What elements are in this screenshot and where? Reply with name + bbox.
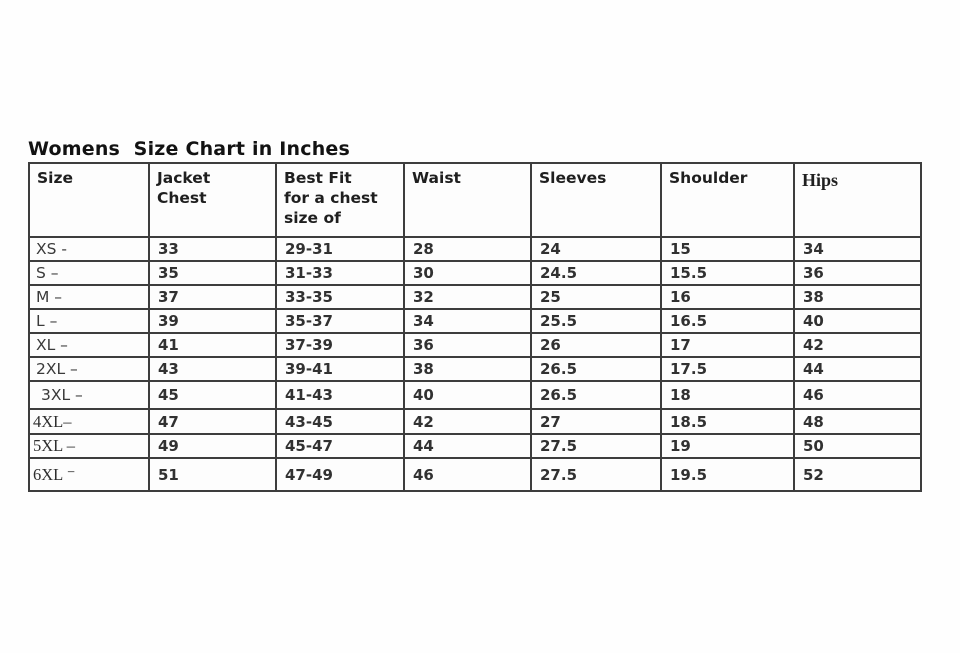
cell-sleeves: 27.5 bbox=[530, 457, 662, 492]
cell-size: S – bbox=[28, 260, 150, 286]
cell-jacket-chest: 37 bbox=[148, 284, 277, 310]
cell-hips: 34 bbox=[793, 236, 922, 262]
col-header-sleeves: Sleeves bbox=[530, 162, 662, 238]
cell-jacket-chest: 45 bbox=[148, 380, 277, 410]
table-row-s: S – 35 31-33 30 24.5 15.5 36 bbox=[28, 260, 922, 286]
cell-best-fit: 35-37 bbox=[275, 308, 405, 334]
col-header-jacket-chest: Jacket Chest bbox=[148, 162, 277, 238]
cell-size: XL – bbox=[28, 332, 150, 358]
table-row-2xl: 2XL – 43 39-41 38 26.5 17.5 44 bbox=[28, 356, 922, 382]
cell-hips: 44 bbox=[793, 356, 922, 382]
cell-shoulder: 15.5 bbox=[660, 260, 795, 286]
cell-waist: 34 bbox=[403, 308, 532, 334]
cell-hips: 48 bbox=[793, 408, 922, 435]
cell-shoulder: 19.5 bbox=[660, 457, 795, 492]
cell-best-fit: 29-31 bbox=[275, 236, 405, 262]
cell-waist: 40 bbox=[403, 380, 532, 410]
table-row-m: M – 37 33-35 32 25 16 38 bbox=[28, 284, 922, 310]
table-row-3xl: 3XL – 45 41-43 40 26.5 18 46 bbox=[28, 380, 922, 410]
cell-waist: 38 bbox=[403, 356, 532, 382]
col-header-waist-label: Waist bbox=[412, 169, 461, 187]
cell-sleeves: 27.5 bbox=[530, 433, 662, 459]
cell-shoulder: 18.5 bbox=[660, 408, 795, 435]
col-header-size: Size bbox=[28, 162, 150, 238]
cell-sleeves: 26 bbox=[530, 332, 662, 358]
cell-sleeves: 26.5 bbox=[530, 356, 662, 382]
cell-hips: 50 bbox=[793, 433, 922, 459]
cell-jacket-chest: 35 bbox=[148, 260, 277, 286]
cell-best-fit: 41-43 bbox=[275, 380, 405, 410]
cell-size: 2XL – bbox=[28, 356, 150, 382]
page-title: Womens Size Chart in Inches bbox=[28, 138, 351, 160]
cell-waist: 30 bbox=[403, 260, 532, 286]
cell-size: 5XL – bbox=[28, 433, 150, 459]
table-row-6xl: 6XL ⁻ 51 47-49 46 27.5 19.5 52 bbox=[28, 457, 922, 492]
cell-hips: 42 bbox=[793, 332, 922, 358]
col-header-sleeves-label: Sleeves bbox=[539, 169, 607, 187]
cell-best-fit: 33-35 bbox=[275, 284, 405, 310]
cell-shoulder: 17 bbox=[660, 332, 795, 358]
cell-waist: 42 bbox=[403, 408, 532, 435]
cell-best-fit: 43-45 bbox=[275, 408, 405, 435]
cell-size: M – bbox=[28, 284, 150, 310]
cell-jacket-chest: 39 bbox=[148, 308, 277, 334]
cell-shoulder: 18 bbox=[660, 380, 795, 410]
col-header-size-label: Size bbox=[37, 169, 74, 187]
cell-size: 4XL– bbox=[28, 408, 150, 435]
table-row-l: L – 39 35-37 34 25.5 16.5 40 bbox=[28, 308, 922, 334]
header-row: Size Jacket Chest Best Fit for a chest s… bbox=[28, 162, 922, 238]
cell-waist: 46 bbox=[403, 457, 532, 492]
col-header-hips-label: Hips bbox=[802, 170, 839, 190]
col-header-best-fit-label: Best Fit for a chest size of bbox=[284, 169, 378, 227]
cell-sleeves: 25.5 bbox=[530, 308, 662, 334]
table-row-5xl: 5XL – 49 45-47 44 27.5 19 50 bbox=[28, 433, 922, 459]
cell-sleeves: 25 bbox=[530, 284, 662, 310]
cell-jacket-chest: 51 bbox=[148, 457, 277, 492]
cell-sleeves: 27 bbox=[530, 408, 662, 435]
cell-sleeves: 24.5 bbox=[530, 260, 662, 286]
cell-shoulder: 16 bbox=[660, 284, 795, 310]
size-chart-table: Size Jacket Chest Best Fit for a chest s… bbox=[28, 162, 922, 492]
cell-waist: 32 bbox=[403, 284, 532, 310]
col-header-jacket-chest-label: Jacket Chest bbox=[157, 169, 211, 207]
cell-waist: 28 bbox=[403, 236, 532, 262]
cell-waist: 36 bbox=[403, 332, 532, 358]
cell-best-fit: 31-33 bbox=[275, 260, 405, 286]
cell-jacket-chest: 47 bbox=[148, 408, 277, 435]
cell-shoulder: 19 bbox=[660, 433, 795, 459]
col-header-shoulder: Shoulder bbox=[660, 162, 795, 238]
cell-best-fit: 37-39 bbox=[275, 332, 405, 358]
cell-sleeves: 26.5 bbox=[530, 380, 662, 410]
cell-shoulder: 15 bbox=[660, 236, 795, 262]
cell-hips: 40 bbox=[793, 308, 922, 334]
cell-best-fit: 39-41 bbox=[275, 356, 405, 382]
cell-best-fit: 47-49 bbox=[275, 457, 405, 492]
cell-jacket-chest: 41 bbox=[148, 332, 277, 358]
cell-jacket-chest: 33 bbox=[148, 236, 277, 262]
cell-hips: 36 bbox=[793, 260, 922, 286]
cell-jacket-chest: 49 bbox=[148, 433, 277, 459]
cell-size: 6XL ⁻ bbox=[28, 457, 150, 492]
cell-jacket-chest: 43 bbox=[148, 356, 277, 382]
table-row-xs: XS - 33 29-31 28 24 15 34 bbox=[28, 236, 922, 262]
cell-size: 3XL – bbox=[28, 380, 150, 410]
cell-sleeves: 24 bbox=[530, 236, 662, 262]
cell-hips: 38 bbox=[793, 284, 922, 310]
cell-hips: 46 bbox=[793, 380, 922, 410]
cell-hips: 52 bbox=[793, 457, 922, 492]
col-header-shoulder-label: Shoulder bbox=[669, 169, 748, 187]
col-header-best-fit: Best Fit for a chest size of bbox=[275, 162, 405, 238]
cell-shoulder: 17.5 bbox=[660, 356, 795, 382]
cell-size: XS - bbox=[28, 236, 150, 262]
cell-waist: 44 bbox=[403, 433, 532, 459]
cell-size: L – bbox=[28, 308, 150, 334]
col-header-hips: Hips bbox=[793, 162, 922, 238]
cell-shoulder: 16.5 bbox=[660, 308, 795, 334]
cell-best-fit: 45-47 bbox=[275, 433, 405, 459]
table-row-xl: XL – 41 37-39 36 26 17 42 bbox=[28, 332, 922, 358]
col-header-waist: Waist bbox=[403, 162, 532, 238]
table-row-4xl: 4XL– 47 43-45 42 27 18.5 48 bbox=[28, 408, 922, 435]
